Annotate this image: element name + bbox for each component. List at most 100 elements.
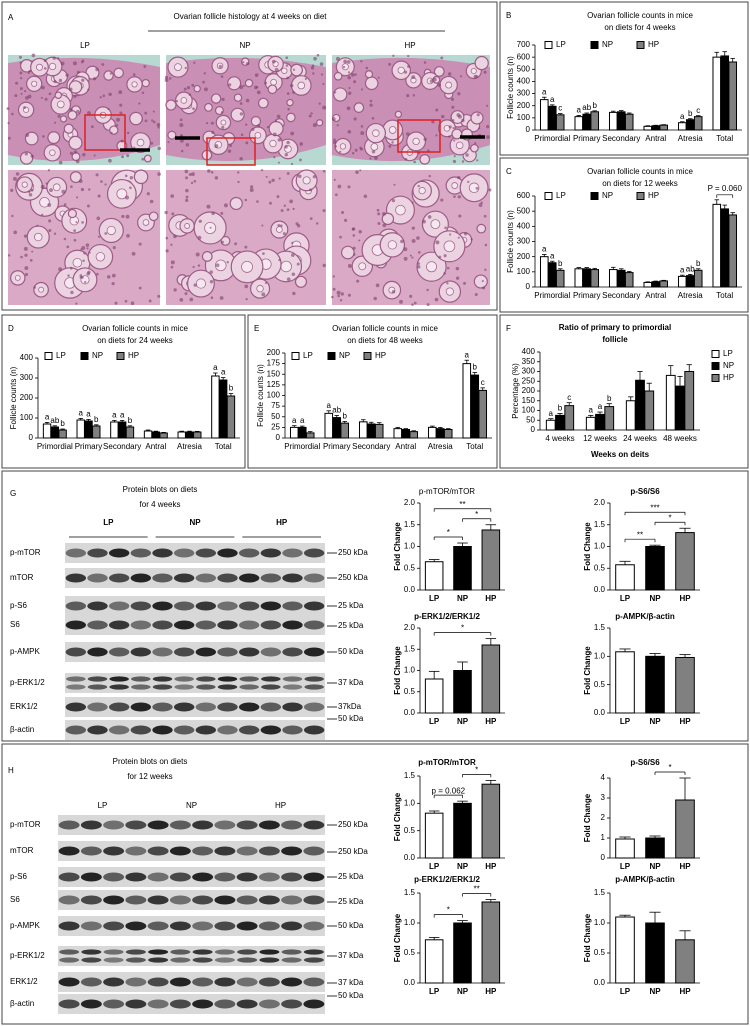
blot-band: [80, 846, 102, 856]
x-tick-label: NP: [649, 717, 661, 726]
chart-title: on diets for 12 weeks: [602, 179, 678, 188]
nucleus: [23, 106, 26, 109]
y-tick-label: 1.0: [594, 651, 606, 660]
legend-label: LP: [556, 40, 566, 49]
follicle: [476, 223, 487, 234]
marker-label: 50 kDa: [338, 991, 364, 1000]
nucleus: [292, 207, 295, 211]
y-tick-label: 100: [20, 413, 34, 422]
x-axis-label: Weeks on deits: [591, 450, 650, 459]
nucleus: [373, 296, 377, 301]
panel-frame: [499, 157, 749, 313]
bar: [675, 799, 695, 859]
nucleus: [465, 153, 469, 157]
blot-strip: [65, 568, 325, 588]
legend-swatch: [44, 352, 53, 360]
nucleus: [261, 292, 266, 297]
blot-band: [125, 957, 146, 963]
significance-label: ***: [650, 503, 659, 512]
y-tick-label: 300: [517, 237, 531, 246]
y-tick-label: 300: [517, 89, 531, 98]
significance-letter: b: [342, 412, 347, 421]
nucleus: [15, 81, 19, 85]
significance-label: *: [668, 513, 671, 522]
blot-band: [58, 872, 80, 882]
x-tick-label: Secondary: [352, 442, 390, 451]
nucleus: [280, 209, 284, 212]
nucleus: [84, 280, 87, 284]
nucleus: [132, 73, 136, 76]
x-tick-label: Primordial: [37, 442, 73, 451]
blot-band: [214, 820, 236, 830]
nucleus: [129, 176, 134, 180]
nucleus: [75, 221, 78, 224]
bar: [644, 390, 655, 431]
error-bar: [606, 403, 612, 407]
error-bar: [668, 365, 674, 376]
blot-band: [214, 999, 236, 1009]
blot-band: [125, 921, 147, 931]
error-bar: [485, 899, 497, 902]
bar: [443, 429, 453, 439]
error-bar: [679, 654, 691, 658]
blot-band: [303, 548, 325, 558]
error-bar: [730, 57, 735, 62]
nucleus: [351, 227, 356, 231]
oocyte: [358, 262, 367, 271]
legend-swatch: [544, 41, 553, 49]
significance-letter: a: [327, 401, 332, 410]
chart-title: on diets for 48 weeks: [347, 336, 423, 345]
follicle: [201, 251, 213, 262]
nucleus: [452, 159, 457, 164]
error-bar: [480, 387, 485, 391]
nucleus: [453, 155, 456, 158]
blot-band: [236, 895, 258, 905]
blot-band: [173, 702, 195, 712]
y-tick-label: 1.0: [594, 542, 606, 551]
nucleus: [467, 180, 470, 184]
significance-letter: a: [78, 409, 83, 418]
y-tick-label: 0.5: [594, 680, 606, 689]
legend-swatch: [711, 362, 720, 370]
nucleus: [223, 203, 228, 208]
legend-label: NP: [723, 361, 734, 370]
bar: [590, 111, 600, 131]
histology-image: [331, 169, 492, 307]
nucleus: [124, 174, 128, 178]
nucleus: [353, 80, 357, 84]
nucleus: [19, 87, 23, 91]
blot-band: [169, 895, 191, 905]
row-label: β-actin: [10, 725, 34, 734]
bar: [409, 431, 419, 439]
bar: [624, 113, 634, 131]
legend-swatch: [327, 352, 336, 360]
nucleus: [198, 219, 202, 223]
follicle: [233, 93, 243, 102]
blot-band: [108, 548, 130, 558]
error-bar: [179, 430, 184, 432]
x-tick-label: LP: [620, 717, 631, 726]
nucleus: [53, 80, 57, 84]
y-tick-label: 1.5: [404, 771, 416, 780]
nucleus: [286, 140, 290, 145]
blot-band: [125, 872, 147, 882]
bar: [582, 268, 592, 288]
error-bar: [649, 911, 661, 923]
group-label: LP: [103, 518, 114, 527]
blot-band: [80, 999, 102, 1009]
nucleus: [443, 272, 446, 275]
nucleus: [20, 92, 23, 95]
nucleus: [254, 73, 259, 77]
oocyte: [276, 226, 283, 233]
oocyte: [72, 257, 83, 268]
nucleus: [170, 265, 174, 269]
y-axis-label: Fold Change: [393, 522, 402, 571]
nucleus: [429, 79, 434, 83]
bar: [675, 385, 685, 431]
bar: [615, 651, 635, 714]
blot-strip: [58, 994, 325, 1014]
zoom-box: [397, 119, 441, 153]
blot-band: [65, 725, 87, 735]
blot-band: [192, 921, 214, 931]
blot-band: [58, 921, 80, 931]
